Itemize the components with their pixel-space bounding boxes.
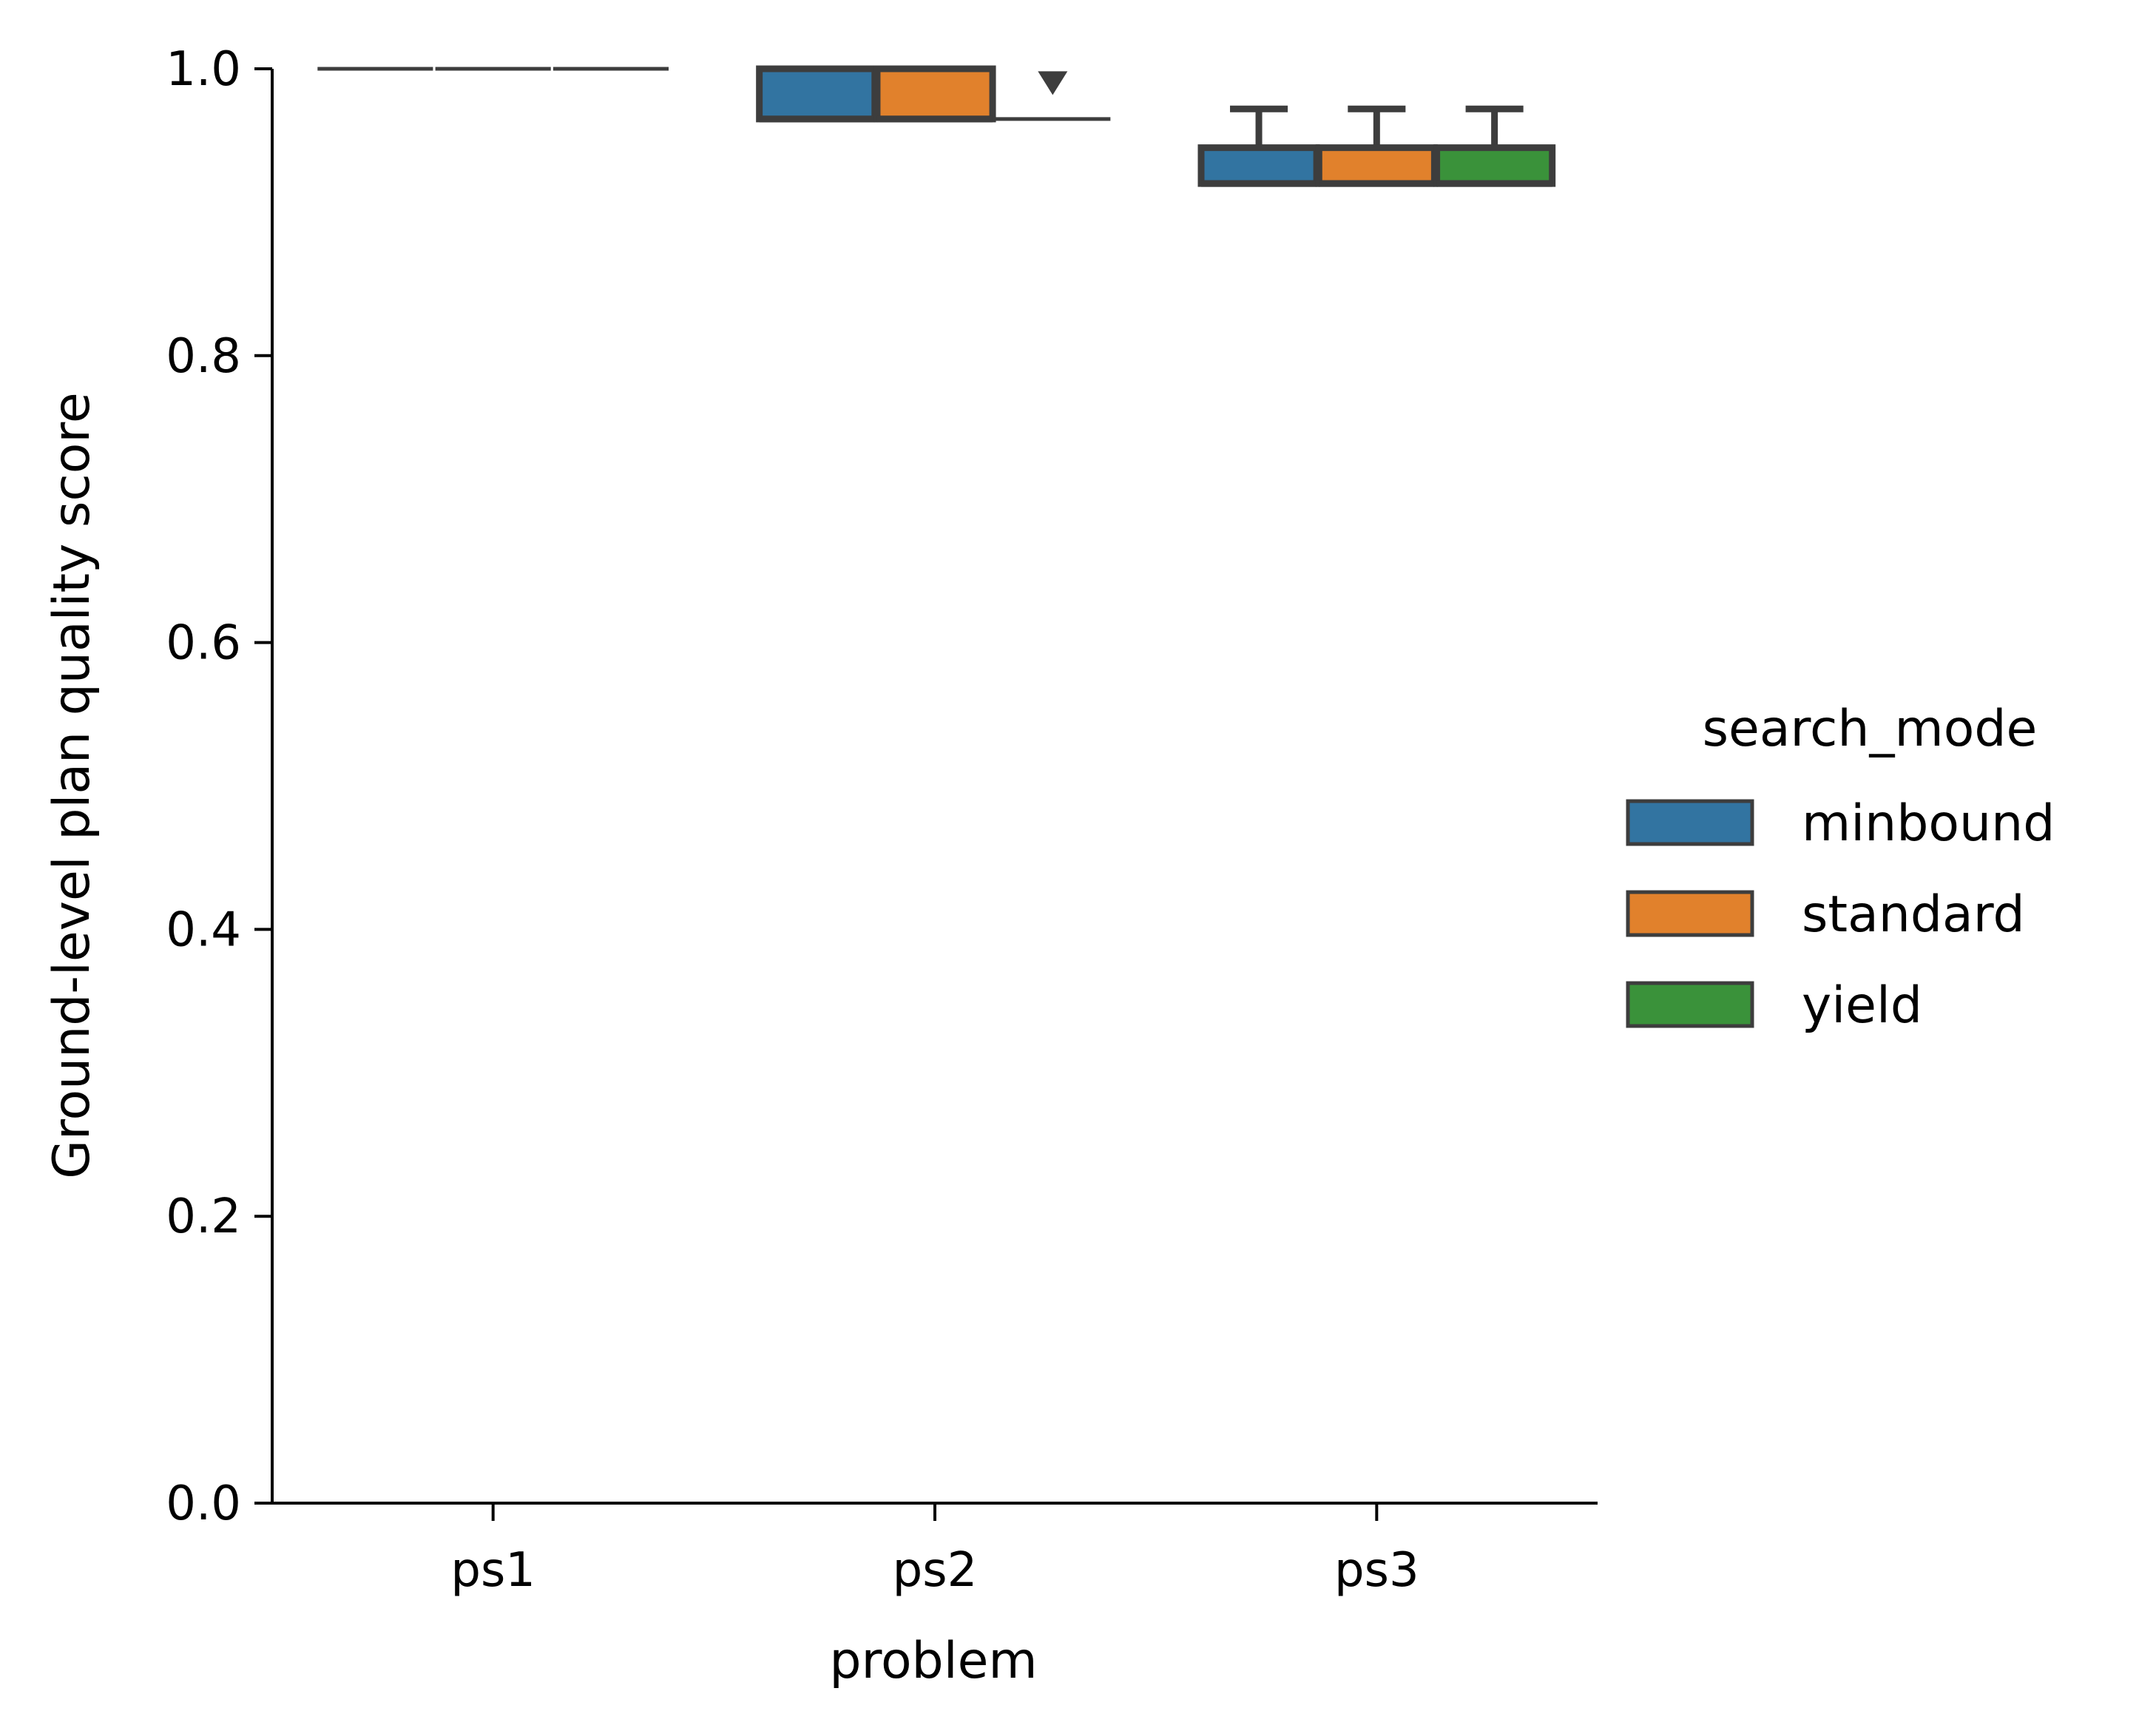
plot-area xyxy=(317,65,1556,187)
y-tick-label: 0.6 xyxy=(166,616,241,671)
box-minbound-ps2 xyxy=(756,65,879,123)
x-axis-title: problem xyxy=(829,1632,1037,1690)
box-standard-ps3 xyxy=(1315,105,1438,187)
box-body xyxy=(1197,144,1320,187)
y-axis-title: Ground-level plan quality score xyxy=(43,392,101,1178)
box-yield-ps2 xyxy=(995,71,1111,121)
box-minbound-ps3 xyxy=(1197,105,1320,187)
x-tick-label: ps1 xyxy=(450,1543,535,1598)
box-body xyxy=(1315,144,1438,187)
outlier-marker xyxy=(1038,71,1068,95)
legend-swatch-standard xyxy=(1626,890,1754,937)
legend-swatch-minbound xyxy=(1626,799,1754,846)
y-tick-label: 0.4 xyxy=(166,902,241,957)
y-tick-label: 1.0 xyxy=(166,42,241,97)
legend-label-yield: yield xyxy=(1802,976,1922,1035)
y-tick-label: 0.8 xyxy=(166,329,241,384)
box-standard-ps2 xyxy=(873,65,996,123)
legend: search_mode minbound standard yield xyxy=(1626,700,2055,1035)
x-tick-label: ps3 xyxy=(1334,1543,1419,1598)
box-body xyxy=(873,65,996,123)
legend-label-standard: standard xyxy=(1802,885,2025,944)
x-ticks: ps1 ps2 ps3 xyxy=(450,1503,1419,1598)
legend-label-minbound: minbound xyxy=(1802,794,2055,853)
box-body xyxy=(1433,144,1556,187)
legend-title: search_mode xyxy=(1703,700,2038,758)
legend-swatch-yield xyxy=(1626,981,1754,1028)
box-yield-ps3 xyxy=(1433,105,1556,187)
axes xyxy=(271,69,1598,1505)
x-tick-label: ps2 xyxy=(893,1543,978,1598)
y-tick-label: 0.2 xyxy=(166,1189,241,1244)
y-tick-label: 0.0 xyxy=(166,1476,241,1531)
box-body xyxy=(756,65,879,123)
y-ticks: 0.0 0.2 0.4 0.6 0.8 1.0 xyxy=(166,42,272,1531)
